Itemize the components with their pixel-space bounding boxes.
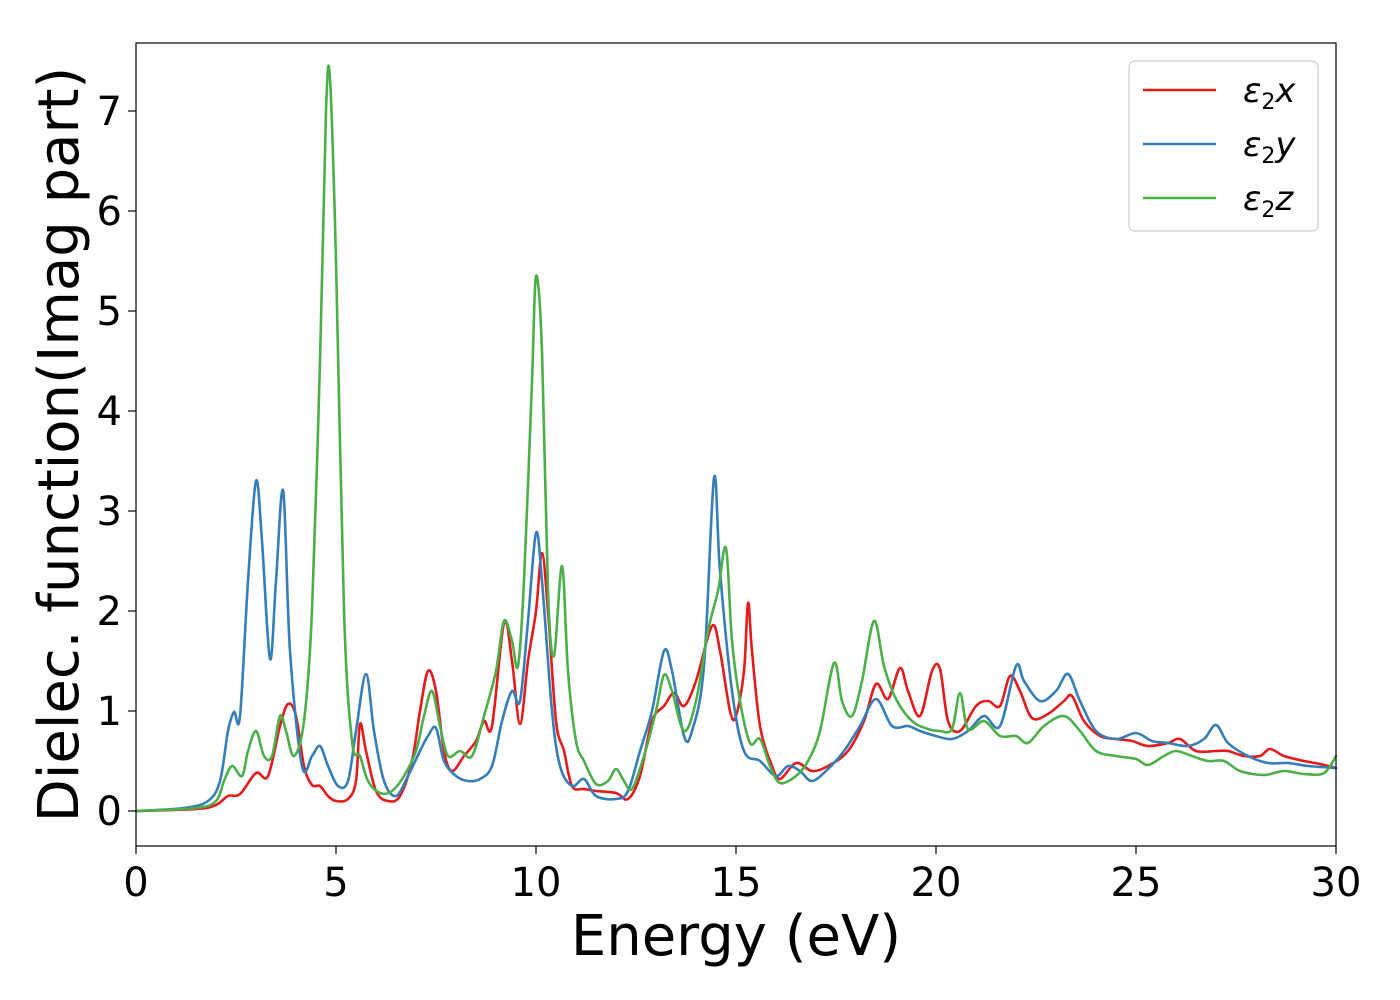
legend-label-y: ε2y	[1243, 125, 1296, 169]
series-line-z	[134, 64, 1338, 813]
y-tick-label: 2	[97, 589, 122, 635]
legend-label-x: ε2x	[1243, 71, 1296, 115]
y-tick-label: 4	[97, 389, 122, 435]
x-tick-label: 10	[511, 860, 562, 906]
x-tick-label: 30	[1311, 860, 1362, 906]
x-tick-label: 15	[711, 860, 762, 906]
x-tick-label: 25	[1111, 860, 1162, 906]
y-tick-label: 5	[97, 289, 122, 335]
x-tick-label: 20	[911, 860, 962, 906]
y-axis-title: Dielec. function(Imag part)	[27, 67, 92, 823]
x-tick-label: 5	[323, 860, 348, 906]
legend-box	[1128, 60, 1319, 232]
y-tick-label: 1	[97, 689, 122, 735]
legend: ε2x ε2y ε2z	[1128, 60, 1319, 232]
legend-label-z: ε2z	[1243, 179, 1294, 223]
y-tick-label: 6	[97, 189, 122, 235]
x-axis-title: Energy (eV)	[571, 904, 901, 969]
series-line-y	[134, 474, 1338, 813]
ticks-layer: 0 5 10 15 20 25 30 0 1 2 3 4 5 6 7	[97, 89, 1362, 906]
series-layer	[134, 64, 1338, 813]
y-tick-label: 7	[97, 89, 122, 135]
x-tick-label: 0	[123, 860, 148, 906]
y-tick-label: 0	[97, 789, 122, 835]
series-line-x	[134, 551, 1338, 813]
y-tick-label: 3	[97, 489, 122, 535]
